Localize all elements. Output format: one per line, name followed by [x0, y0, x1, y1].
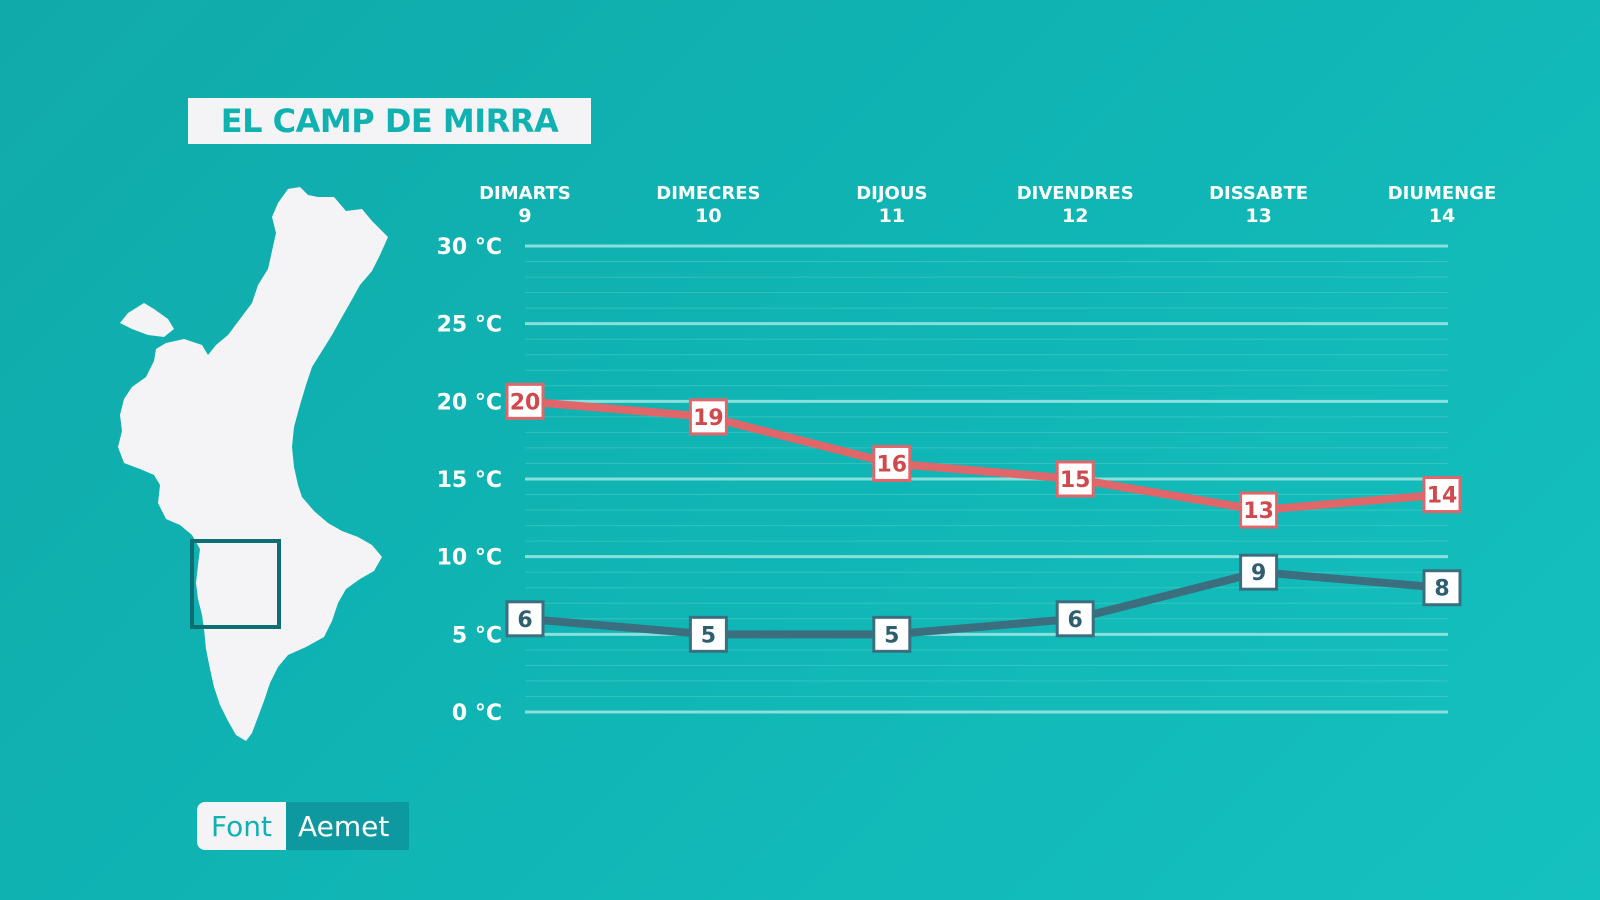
data-point-marker [1055, 460, 1095, 498]
min-temperature-point: 9 [1239, 553, 1279, 591]
x-category-date: 12 [1062, 205, 1088, 227]
data-label: 16 [876, 452, 907, 477]
x-category-day: DIVENDRES [1017, 183, 1134, 204]
min-temperature-point: 5 [688, 615, 728, 653]
max-temperature-point: 15 [1055, 460, 1095, 498]
max-temperature-point: 19 [688, 398, 728, 436]
source-credit: Font Aemet [197, 802, 410, 850]
location-title-box: EL CAMP DE MIRRA [188, 98, 591, 144]
region-highlight-box [190, 539, 281, 629]
data-point-marker [872, 615, 912, 653]
x-category-date: 11 [879, 205, 905, 227]
min-temperature-point: 5 [872, 615, 912, 653]
x-category-day: DIUMENGE [1388, 183, 1497, 204]
x-category-day: DIJOUS [856, 183, 927, 204]
data-label: 9 [1251, 561, 1266, 586]
data-label: 5 [701, 623, 716, 648]
data-point-marker [1239, 553, 1279, 591]
data-label: 8 [1434, 577, 1449, 602]
location-title: EL CAMP DE MIRRA [220, 102, 559, 140]
y-tick-label: 15 °C [437, 468, 502, 493]
max-temperature-point: 16 [872, 444, 912, 482]
data-point-marker [688, 615, 728, 653]
max-temperature-point: 20 [505, 382, 545, 420]
valencian-community-map-icon [118, 187, 388, 741]
data-label: 15 [1060, 468, 1091, 493]
data-label: 13 [1243, 499, 1274, 524]
source-label: Font [197, 802, 286, 850]
max-temperature-line [521, 397, 1446, 515]
y-tick-label: 5 °C [452, 623, 502, 648]
data-point-marker [1422, 569, 1462, 607]
min-temperature-line [521, 568, 1446, 639]
max-temperature-point: 13 [1239, 491, 1279, 529]
data-point-marker [872, 444, 912, 482]
y-tick-label: 20 °C [437, 390, 502, 415]
x-category-date: 14 [1429, 205, 1455, 227]
x-category-date: 10 [695, 205, 721, 227]
data-point-marker [688, 398, 728, 436]
data-point-marker [1055, 600, 1095, 638]
data-point-marker [505, 382, 545, 420]
x-category-day: DIMECRES [656, 183, 760, 204]
y-tick-label: 30 °C [437, 235, 502, 260]
source-value: Aemet [285, 802, 410, 850]
y-axis-ticks: 0 °C 5 °C 10 °C 15 °C 20 °C 25 °C 30 °C [437, 235, 502, 726]
x-category-date: 13 [1245, 205, 1271, 227]
chart-series: 20 19 16 15 13 14 6 5 5 6 9 8 [505, 382, 1462, 653]
min-temperature-point: 6 [505, 600, 545, 638]
data-label: 19 [693, 406, 724, 431]
x-category-day: DISSABTE [1209, 183, 1308, 204]
x-category-day: DIMARTS [479, 183, 571, 204]
chart-grid [525, 244, 1448, 714]
data-label: 6 [517, 608, 532, 633]
min-temperature-point: 8 [1422, 569, 1462, 607]
data-point-marker [1422, 476, 1462, 514]
data-label: 20 [510, 390, 541, 415]
data-label: 14 [1427, 484, 1458, 509]
y-tick-label: 0 °C [452, 701, 502, 726]
max-temperature-point: 14 [1422, 476, 1462, 514]
data-point-marker [1239, 491, 1279, 529]
data-point-marker [505, 600, 545, 638]
data-label: 5 [884, 623, 899, 648]
x-category-date: 9 [518, 205, 531, 227]
min-temperature-point: 6 [1055, 600, 1095, 638]
data-label: 6 [1068, 608, 1083, 633]
y-tick-label: 25 °C [437, 313, 502, 338]
y-tick-label: 10 °C [437, 546, 502, 571]
